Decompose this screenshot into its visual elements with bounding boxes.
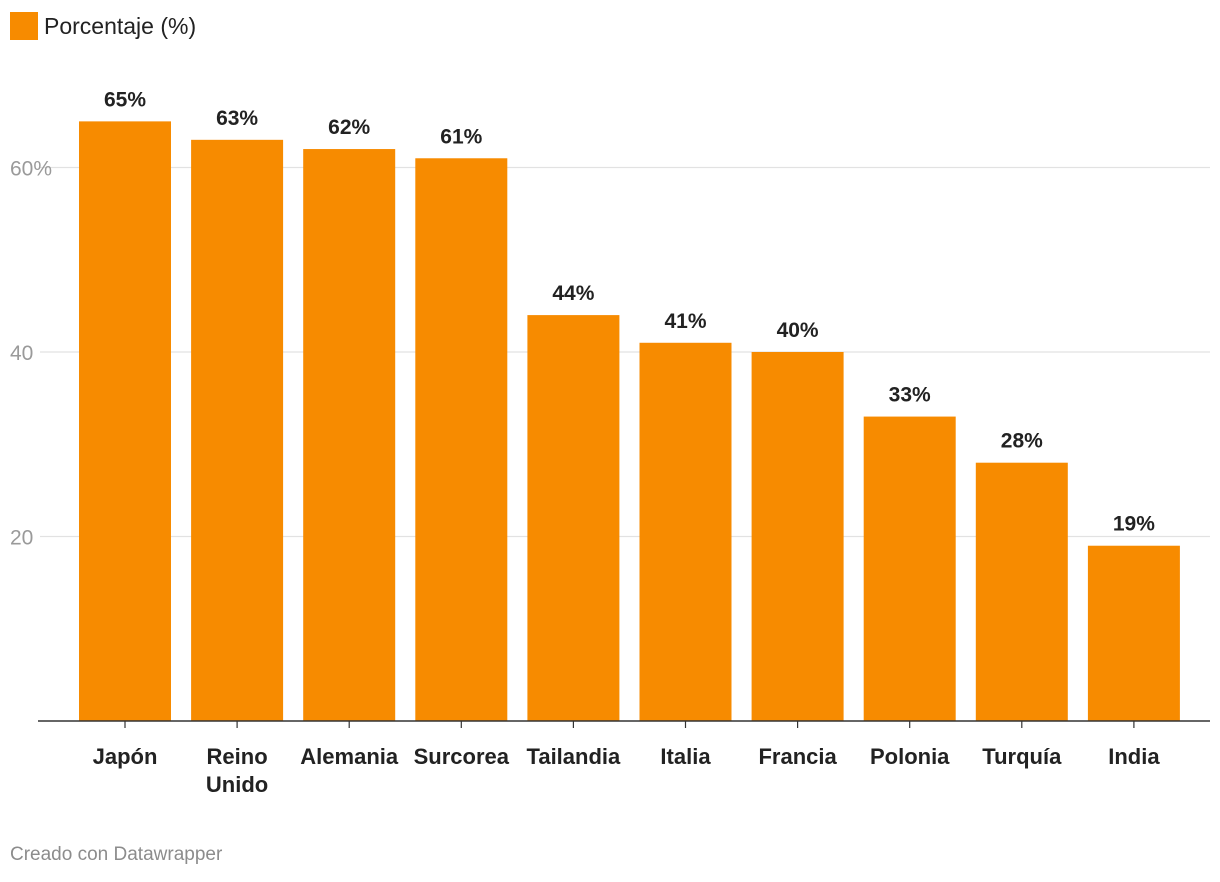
y-tick-label: 40: [10, 342, 33, 365]
bars: [79, 121, 1180, 722]
x-tick-label-line: Tailandia: [527, 744, 621, 769]
bar-value-label: 28%: [1001, 430, 1043, 453]
bar: [863, 416, 956, 721]
x-tick-label-line: Reino: [207, 744, 268, 769]
x-tick-label-line: Polonia: [870, 744, 950, 769]
x-axis: Japón Reino Unido Alemania Surcorea Tailandia…: [38, 720, 1210, 797]
x-tick-label-line: Unido: [206, 772, 268, 797]
bar: [415, 158, 508, 721]
x-tick-label: Surcorea: [414, 744, 510, 769]
footer-credit: Creado con Datawrapper: [10, 844, 223, 865]
bar: [1087, 545, 1180, 721]
y-tick-label: 60%: [10, 158, 52, 181]
bar-value-label: 19%: [1113, 513, 1155, 536]
bar-value-label: 40%: [777, 319, 819, 342]
bar: [639, 342, 732, 721]
x-tick-label: Alemania: [300, 744, 399, 769]
x-tick-label-line: Japón: [93, 744, 158, 769]
x-tick-label: Japón: [93, 744, 158, 769]
x-tick-label-line: Francia: [758, 744, 837, 769]
x-tick-label: Italia: [660, 744, 711, 769]
x-tick-label-line: Alemania: [300, 744, 399, 769]
bar: [751, 352, 844, 721]
x-tick-label-line: Turquía: [982, 744, 1062, 769]
bar: [191, 139, 284, 721]
bar: [527, 315, 620, 721]
y-tick-label: 20: [10, 527, 33, 550]
x-tick-label: Francia: [758, 744, 837, 769]
bar: [303, 149, 396, 722]
bar-value-label: 65%: [104, 88, 146, 111]
bar-value-label: 62%: [328, 116, 370, 139]
x-tick-label-line: Surcorea: [414, 744, 510, 769]
bar-value-label: 63%: [216, 107, 258, 130]
x-tick-label: Turquía: [982, 744, 1062, 769]
x-tick-label: Reino Unido: [206, 744, 268, 797]
bar-value-label: 44%: [552, 282, 594, 305]
value-labels: 65% 63% 62% 61% 44% 41% 40% 33% 28% 19%: [104, 88, 1155, 535]
bar-value-label: 33%: [889, 384, 931, 407]
bar: [975, 462, 1068, 721]
x-tick-label: India: [1108, 744, 1160, 769]
legend-swatch: [10, 12, 38, 40]
legend-label: Porcentaje (%): [44, 12, 197, 39]
x-tick-label-line: Italia: [660, 744, 711, 769]
x-tick-label: Polonia: [870, 744, 950, 769]
bar-value-label: 41%: [664, 310, 706, 333]
bar: [79, 121, 171, 721]
x-tick-label: Tailandia: [527, 744, 621, 769]
x-tick-label-line: India: [1108, 744, 1160, 769]
legend: Porcentaje (%): [10, 12, 196, 40]
bar-value-label: 61%: [440, 125, 482, 148]
